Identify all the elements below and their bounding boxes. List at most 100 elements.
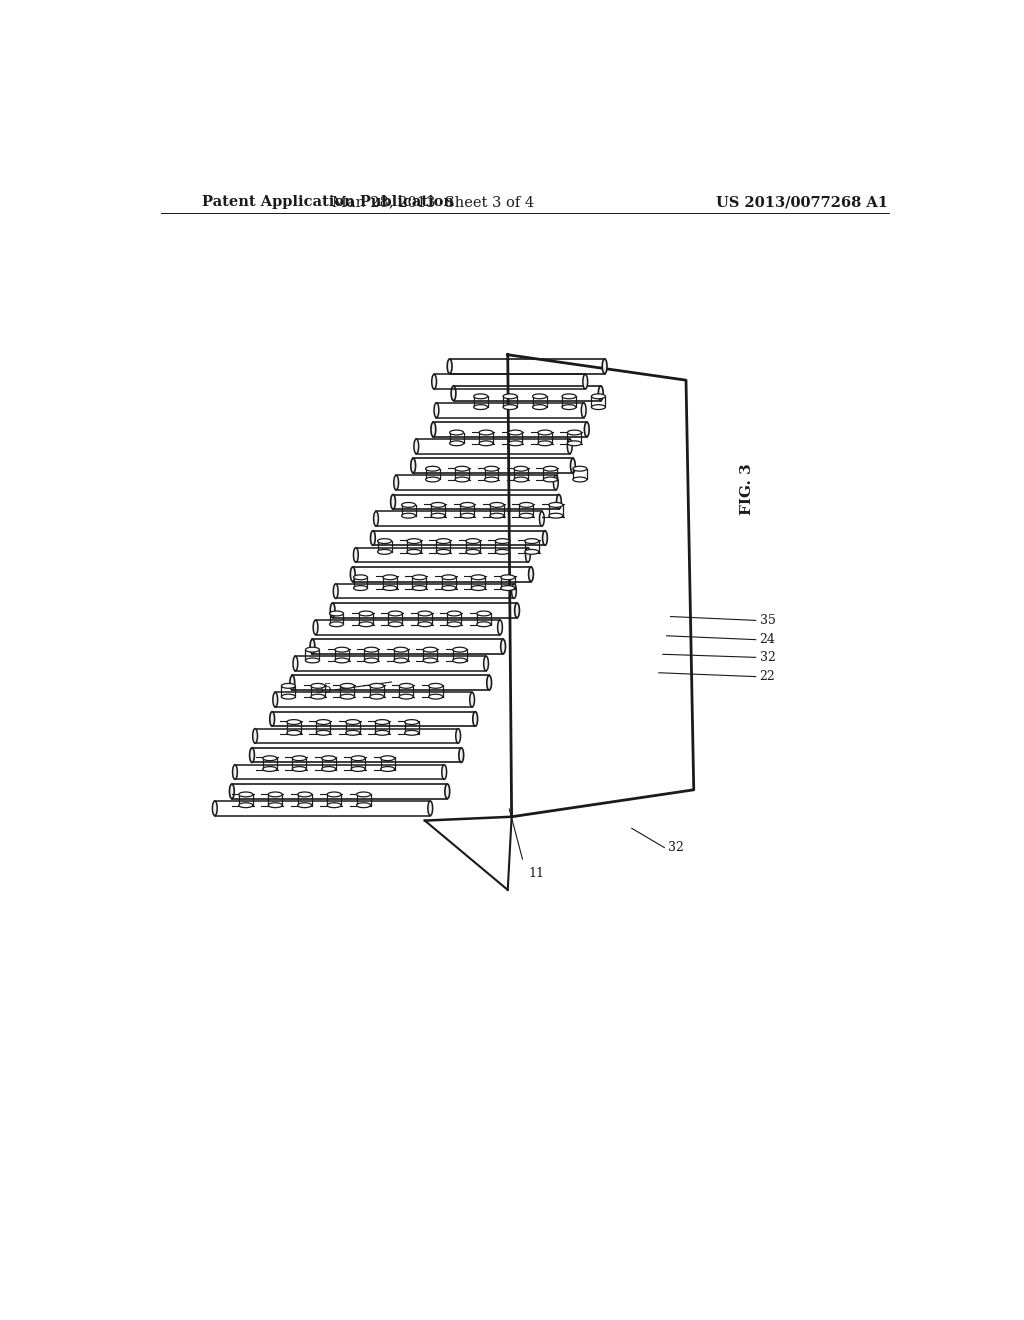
- Ellipse shape: [479, 441, 493, 446]
- Ellipse shape: [470, 693, 474, 708]
- Ellipse shape: [572, 466, 587, 471]
- Ellipse shape: [253, 729, 257, 743]
- Text: Patent Application Publication: Patent Application Publication: [202, 195, 454, 210]
- Ellipse shape: [532, 393, 547, 399]
- Ellipse shape: [378, 549, 391, 554]
- Ellipse shape: [484, 477, 499, 482]
- Ellipse shape: [374, 511, 379, 527]
- Ellipse shape: [431, 513, 445, 519]
- Ellipse shape: [407, 539, 421, 544]
- Ellipse shape: [436, 549, 451, 554]
- Ellipse shape: [388, 622, 402, 627]
- Ellipse shape: [346, 719, 359, 725]
- Ellipse shape: [471, 574, 485, 579]
- Text: 32: 32: [760, 651, 775, 664]
- Ellipse shape: [287, 730, 301, 735]
- Ellipse shape: [340, 694, 354, 700]
- Ellipse shape: [292, 756, 306, 760]
- Ellipse shape: [290, 676, 295, 690]
- Ellipse shape: [378, 539, 391, 544]
- Text: Mar. 28, 2013  Sheet 3 of 4: Mar. 28, 2013 Sheet 3 of 4: [332, 195, 534, 210]
- Ellipse shape: [479, 430, 493, 436]
- Ellipse shape: [519, 513, 534, 519]
- Ellipse shape: [322, 756, 336, 760]
- Ellipse shape: [592, 393, 605, 399]
- Ellipse shape: [441, 764, 446, 779]
- Ellipse shape: [456, 729, 461, 743]
- Ellipse shape: [483, 656, 488, 671]
- Ellipse shape: [450, 441, 464, 446]
- Ellipse shape: [592, 405, 605, 409]
- Ellipse shape: [453, 647, 467, 652]
- Ellipse shape: [429, 684, 442, 688]
- Ellipse shape: [434, 403, 439, 417]
- Ellipse shape: [471, 586, 485, 590]
- Ellipse shape: [401, 513, 416, 519]
- Ellipse shape: [496, 549, 509, 554]
- Ellipse shape: [572, 477, 587, 482]
- Ellipse shape: [407, 549, 421, 554]
- Ellipse shape: [426, 466, 439, 471]
- Ellipse shape: [282, 684, 295, 688]
- Text: 32: 32: [669, 841, 684, 854]
- Ellipse shape: [562, 405, 575, 409]
- Ellipse shape: [544, 477, 557, 482]
- Ellipse shape: [447, 359, 452, 374]
- Ellipse shape: [328, 792, 341, 797]
- Ellipse shape: [268, 803, 283, 808]
- Text: 35: 35: [316, 684, 332, 696]
- Ellipse shape: [514, 466, 528, 471]
- Ellipse shape: [431, 422, 436, 437]
- Ellipse shape: [525, 548, 530, 562]
- Ellipse shape: [269, 711, 274, 726]
- Ellipse shape: [466, 549, 480, 554]
- Ellipse shape: [418, 611, 432, 616]
- Ellipse shape: [455, 477, 469, 482]
- Ellipse shape: [212, 801, 217, 816]
- Ellipse shape: [549, 513, 563, 519]
- Ellipse shape: [512, 583, 516, 598]
- Ellipse shape: [272, 693, 278, 708]
- Ellipse shape: [473, 711, 477, 726]
- Ellipse shape: [489, 513, 504, 519]
- Ellipse shape: [305, 657, 319, 663]
- Ellipse shape: [381, 756, 394, 760]
- Ellipse shape: [413, 574, 426, 579]
- Ellipse shape: [461, 513, 474, 519]
- Ellipse shape: [570, 458, 575, 473]
- Ellipse shape: [509, 441, 522, 446]
- Ellipse shape: [582, 403, 586, 417]
- Ellipse shape: [532, 405, 547, 409]
- Ellipse shape: [583, 375, 588, 389]
- Ellipse shape: [340, 684, 354, 688]
- Ellipse shape: [346, 730, 359, 735]
- Ellipse shape: [455, 466, 469, 471]
- Ellipse shape: [391, 495, 395, 510]
- Ellipse shape: [394, 657, 408, 663]
- Ellipse shape: [399, 694, 414, 700]
- Ellipse shape: [528, 566, 534, 582]
- Ellipse shape: [432, 375, 436, 389]
- Ellipse shape: [567, 440, 572, 454]
- Ellipse shape: [562, 393, 575, 399]
- Ellipse shape: [477, 611, 490, 616]
- Ellipse shape: [501, 574, 515, 579]
- Text: 35: 35: [760, 614, 775, 627]
- Ellipse shape: [540, 511, 544, 527]
- Ellipse shape: [310, 639, 314, 653]
- Text: 24: 24: [760, 634, 775, 647]
- Ellipse shape: [298, 803, 311, 808]
- Ellipse shape: [330, 622, 343, 627]
- Ellipse shape: [567, 441, 582, 446]
- Ellipse shape: [322, 767, 336, 771]
- Ellipse shape: [474, 393, 487, 399]
- Ellipse shape: [313, 620, 317, 635]
- Ellipse shape: [394, 647, 408, 652]
- Ellipse shape: [263, 756, 276, 760]
- Ellipse shape: [268, 792, 283, 797]
- Ellipse shape: [250, 748, 254, 763]
- Ellipse shape: [298, 792, 311, 797]
- Ellipse shape: [556, 495, 561, 510]
- Ellipse shape: [404, 719, 419, 725]
- Ellipse shape: [525, 549, 539, 554]
